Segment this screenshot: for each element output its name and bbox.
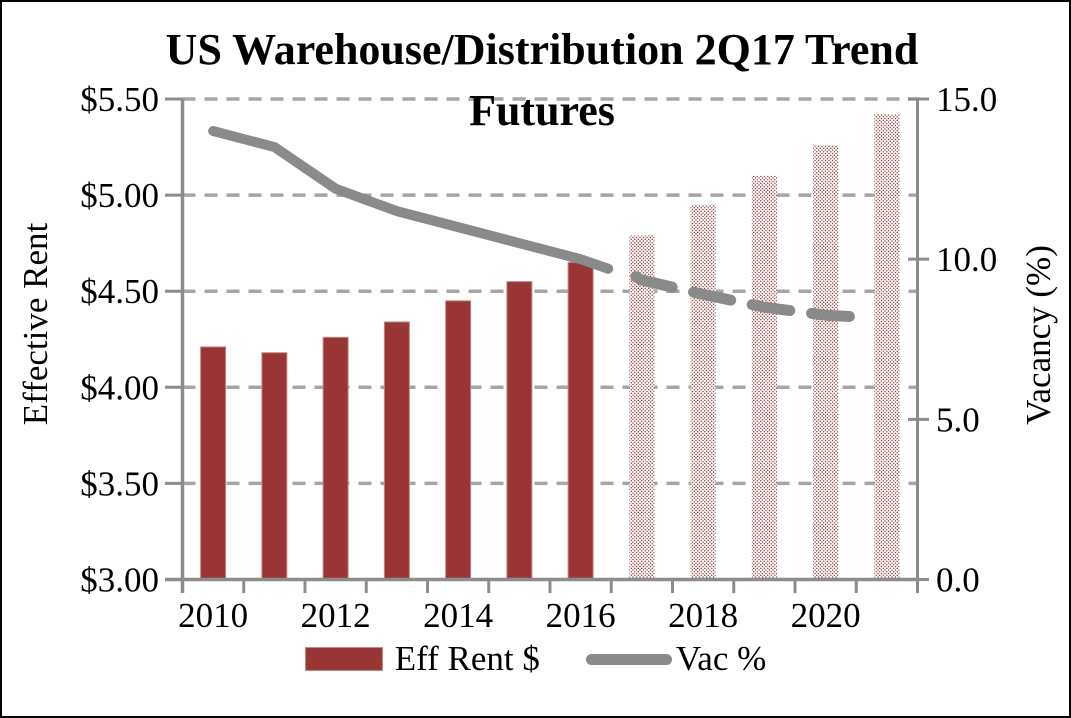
- legend-line-label: Vac %: [675, 639, 767, 678]
- right-tick-label: 15.0: [936, 80, 997, 119]
- bar-2011: [261, 352, 288, 581]
- bar-forecast-2019: [751, 175, 777, 580]
- bar-2015: [506, 281, 533, 580]
- legend-bar-label: Eff Rent $: [394, 639, 540, 678]
- x-tick-label: 2014: [423, 596, 493, 635]
- left-tick-label: $5.00: [80, 176, 159, 215]
- bar-forecast-2017: [629, 235, 655, 580]
- x-tick-label: 2012: [301, 596, 371, 635]
- x-tick-label: 2018: [668, 596, 738, 635]
- bar-forecast-2020: [813, 145, 839, 580]
- bar-2010: [200, 346, 227, 580]
- legend-line-swatch: [585, 653, 672, 665]
- bar-2016: [567, 261, 594, 580]
- bar-2013: [383, 321, 410, 580]
- right-tick-label: 0.0: [936, 561, 980, 600]
- bar-forecast-2018: [690, 204, 716, 580]
- vacancy-line-actual: [208, 126, 614, 274]
- bar-forecast-2021: [874, 114, 900, 580]
- left-tick-label: $3.00: [80, 561, 159, 600]
- right-tick-label: 10.0: [936, 240, 997, 279]
- left-tick-label: $3.50: [80, 464, 159, 503]
- x-tick-label: 2016: [546, 596, 616, 635]
- x-tick-label: 2010: [178, 596, 248, 635]
- right-tick-label: 5.0: [936, 400, 980, 439]
- bar-2014: [445, 300, 472, 580]
- left-tick-label: $4.00: [80, 368, 159, 407]
- legend-bar-swatch: [304, 647, 383, 671]
- left-tick-label: $5.50: [80, 80, 159, 119]
- bar-2012: [322, 336, 349, 580]
- left-tick-label: $4.50: [80, 272, 159, 311]
- vacancy-line-forecast: [630, 271, 862, 323]
- x-tick-label: 2020: [791, 596, 861, 635]
- legend: Eff Rent $ Vac %: [2, 639, 1069, 679]
